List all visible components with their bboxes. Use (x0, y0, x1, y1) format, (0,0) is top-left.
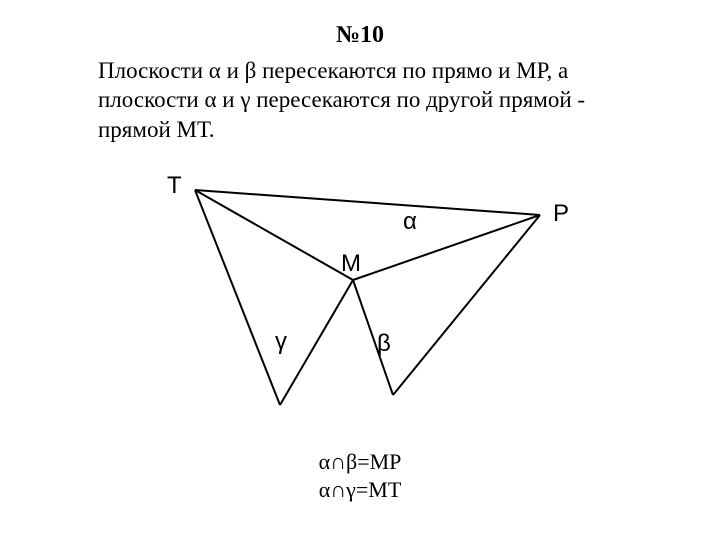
diagram-label-alpha: α (403, 208, 417, 236)
diagram-label-T: T (167, 172, 182, 200)
formula-line-1: α∩β=МР (0, 448, 720, 476)
problem-text: Плоскости α и β пересекаются по прямо и … (98, 56, 638, 144)
formula-line-2: α∩γ=МТ (0, 476, 720, 504)
diagram-label-beta: β (377, 330, 391, 358)
problem-number: №10 (0, 22, 720, 49)
formula-block: α∩β=МР α∩γ=МТ (0, 448, 720, 503)
geometry-diagram: T P Mα γ β (135, 170, 585, 420)
diagram-label-P: P (553, 200, 569, 228)
diagram-label-gamma: γ (275, 328, 287, 356)
page-root: №10 Плоскости α и β пересекаются по прям… (0, 0, 720, 540)
diagram-label-M: M (341, 250, 361, 278)
diagram-svg (135, 170, 585, 420)
